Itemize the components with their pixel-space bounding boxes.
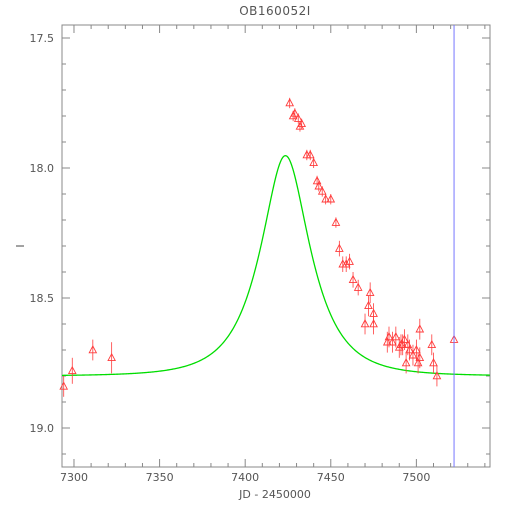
y-tick-label: 18.0 <box>30 162 55 175</box>
triangle-marker <box>408 350 418 359</box>
triangle-marker <box>290 108 300 117</box>
triangle-marker <box>415 324 425 333</box>
triangle-marker <box>59 381 69 390</box>
data-point <box>348 272 358 288</box>
axes-frame <box>61 24 491 468</box>
x-tick-label: 7300 <box>60 471 88 484</box>
triangle-marker <box>321 194 330 203</box>
data-point <box>432 365 442 387</box>
triangle-marker <box>415 352 425 362</box>
triangle-marker <box>314 181 324 190</box>
triangle-marker <box>405 345 414 354</box>
data-point <box>312 175 322 187</box>
data-point <box>415 347 425 369</box>
x-tick-label: 7500 <box>402 471 430 484</box>
data-point <box>369 313 378 335</box>
data-point <box>326 194 336 205</box>
data-point <box>321 194 330 205</box>
data-point <box>427 334 437 356</box>
triangle-marker <box>285 98 295 107</box>
triangle-marker <box>384 332 394 341</box>
axis-ticks: 7300 7350 7400 7450 7500 17.5 18.0 18.5 19.0 <box>30 25 490 484</box>
triangle-marker <box>331 217 341 226</box>
data-point <box>353 279 363 296</box>
x-axis-label: JD - 2450000 <box>238 488 311 501</box>
y-tick-label: 18.5 <box>30 292 55 305</box>
data-point <box>345 253 354 270</box>
x-tick-label: 7450 <box>317 471 345 484</box>
triangle-marker <box>305 150 315 159</box>
plot-frame <box>61 24 491 468</box>
data-point <box>334 240 344 257</box>
data-point <box>338 256 348 272</box>
data-point <box>293 113 303 124</box>
triangle-marker <box>348 274 358 284</box>
data-point <box>429 352 438 374</box>
data-point <box>107 342 116 374</box>
triangle-marker <box>107 352 116 362</box>
chart-title: OB160052I <box>239 4 311 18</box>
triangle-marker <box>341 259 351 268</box>
triangle-marker <box>353 282 363 291</box>
data-point <box>309 157 319 168</box>
triangle-marker <box>67 365 77 375</box>
data-point <box>365 282 375 304</box>
data-point <box>302 149 312 161</box>
model-curve-group <box>61 154 491 376</box>
data-point <box>290 108 300 119</box>
triangle-marker <box>88 345 98 354</box>
data-point <box>285 97 295 109</box>
triangle-marker <box>401 358 411 367</box>
triangle-marker <box>364 300 373 310</box>
data-point <box>59 376 69 397</box>
data-point <box>88 339 98 361</box>
data-point <box>364 295 373 317</box>
triangle-marker <box>365 287 375 297</box>
triangle-marker <box>309 157 319 167</box>
data-points-group <box>59 97 459 397</box>
triangle-marker <box>345 256 354 265</box>
data-point <box>297 118 307 129</box>
x-tick-label: 7350 <box>146 471 174 484</box>
data-point <box>408 344 418 366</box>
triangle-marker <box>412 345 421 354</box>
y-axis-label-group: I <box>14 244 27 247</box>
triangle-marker <box>391 332 401 341</box>
triangle-marker <box>400 334 409 343</box>
triangle-marker <box>317 186 327 195</box>
data-point <box>415 318 425 340</box>
y-tick-label: 19.0 <box>30 422 55 435</box>
triangle-marker <box>293 113 303 122</box>
data-point <box>67 357 77 384</box>
x-tick-label: 7400 <box>231 471 259 484</box>
data-point <box>401 352 411 374</box>
triangle-marker <box>369 319 378 328</box>
data-point <box>412 339 421 361</box>
data-point <box>314 181 324 192</box>
data-point <box>331 217 341 228</box>
y-axis-label: I <box>14 244 27 247</box>
y-tick-label: 17.5 <box>30 32 55 45</box>
data-point <box>388 331 397 353</box>
data-point <box>305 149 315 161</box>
triangle-marker <box>334 243 344 252</box>
data-point <box>317 186 327 197</box>
triangle-marker <box>326 194 336 203</box>
triangle-marker <box>432 371 442 380</box>
triangle-marker <box>388 337 397 346</box>
data-point <box>391 326 401 348</box>
triangle-marker <box>297 118 307 128</box>
data-point <box>360 313 370 335</box>
triangle-marker <box>360 319 370 328</box>
triangle-marker <box>429 358 438 367</box>
triangle-marker <box>312 176 322 185</box>
triangle-marker <box>427 339 437 349</box>
model-curve <box>61 154 491 376</box>
